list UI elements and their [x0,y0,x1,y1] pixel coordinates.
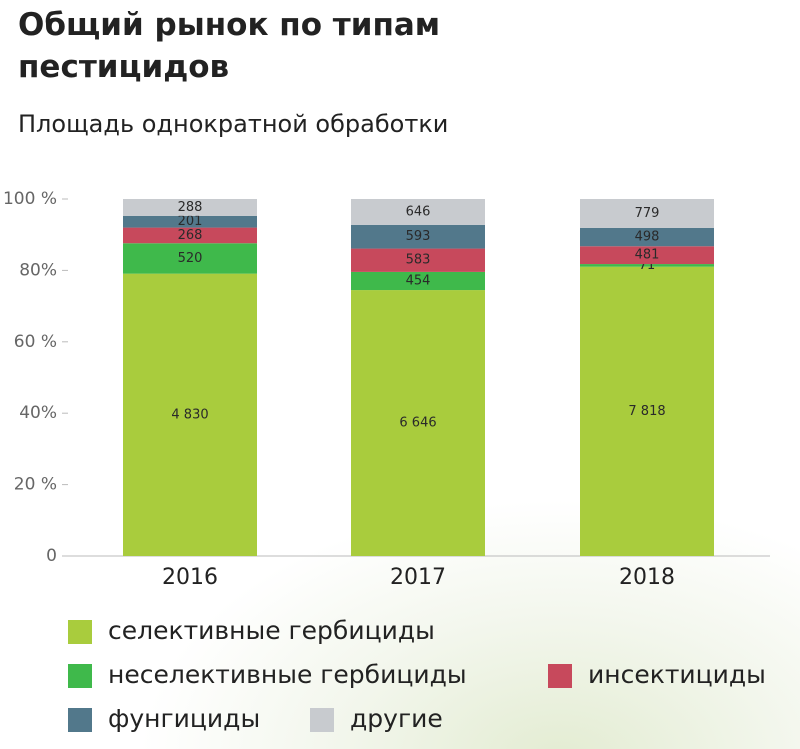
value-label: 779 [635,206,660,221]
y-tick-label: 100 % [3,189,57,209]
bar-segment [580,266,714,556]
y-tick-label: 0 [46,546,57,566]
chart-title: Общий рынок по типам пестицидов [18,7,441,85]
legend-swatch [68,620,92,644]
bar-segment [351,199,485,225]
bar-segment [580,227,714,247]
legend-label: селективные гербициды [108,616,435,645]
y-tick-label: 80% [19,260,57,280]
bar-segment [580,264,714,267]
legend-label: другие [350,704,443,733]
legend-label: фунгициды [108,704,260,733]
value-label: 268 [178,228,203,243]
bar-segment [351,224,485,249]
value-label: 288 [178,200,203,215]
value-label: 593 [406,229,431,244]
bar-segment [580,246,714,265]
bar-segment [123,199,257,216]
value-label: 201 [178,214,203,229]
x-tick-label: 2016 [162,565,218,590]
value-label: 6 646 [399,416,436,431]
bar-segment [123,273,257,556]
y-tick-label: 20 % [14,475,57,495]
chart-subtitle: Площадь однократной обработки [18,110,449,138]
value-label: 498 [635,230,660,245]
legend-swatch [68,708,92,732]
value-label: 454 [406,273,431,288]
legend-swatch [68,664,92,688]
bar-segment [123,215,257,228]
legend-label: неселективные гербициды [108,660,467,689]
bar-segment [351,271,485,291]
y-tick-label: 60 % [14,332,57,352]
bar-segment [123,243,257,274]
legend-swatch [548,664,572,688]
y-tick-label: 40% [19,403,57,423]
value-label: 520 [178,251,203,266]
bar-segment [351,248,485,272]
x-tick-label: 2017 [390,565,446,590]
value-label: 7 818 [628,404,665,419]
value-label: 583 [406,253,431,268]
x-tick-label: 2018 [619,565,675,590]
value-label: 646 [406,204,431,219]
legend-label: инсектициды [588,660,766,689]
legend-swatch [310,708,334,732]
value-label: 481 [635,248,660,263]
value-label: 4 830 [171,407,208,422]
bar-segment [351,290,485,556]
bar-segment [123,227,257,244]
bar-segment [580,199,714,228]
